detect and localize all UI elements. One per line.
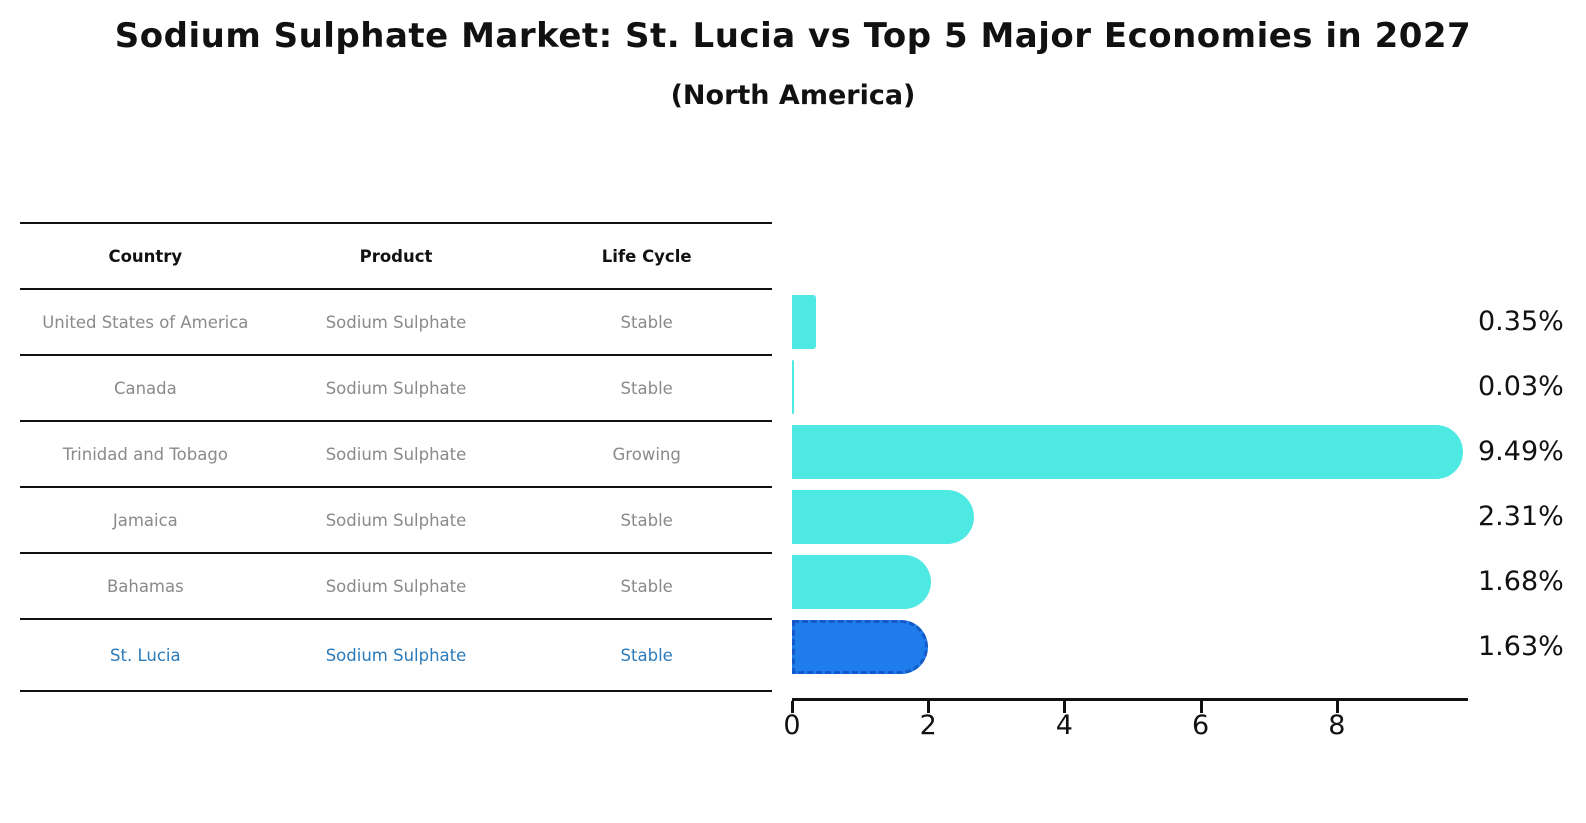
bar-value-label: 9.49% xyxy=(1478,436,1564,467)
data-table: Country Product Life Cycle United States… xyxy=(20,222,772,692)
x-axis-tick-label: 0 xyxy=(783,710,801,741)
chart-title: Sodium Sulphate Market: St. Lucia vs Top… xyxy=(114,16,1472,56)
cell-lifecycle: Stable xyxy=(620,510,673,530)
cell-product: Sodium Sulphate xyxy=(325,444,467,464)
x-axis-tick xyxy=(927,701,931,713)
bar-value-label: 0.35% xyxy=(1478,306,1564,337)
cell-country: Trinidad and Tobago xyxy=(62,444,228,464)
bar xyxy=(792,490,975,544)
table-row: United States of America Sodium Sulphate… xyxy=(20,290,772,356)
bar xyxy=(792,360,795,414)
cell-lifecycle: Stable xyxy=(620,378,673,398)
x-axis-tick-label: 4 xyxy=(1055,710,1073,741)
bar-value-label: 1.63% xyxy=(1478,631,1564,662)
table-row-highlighted: St. Lucia Sodium Sulphate Stable xyxy=(20,620,772,692)
x-axis-tick xyxy=(1335,701,1339,713)
cell-lifecycle: Stable xyxy=(620,576,673,596)
bar-value-label: 2.31% xyxy=(1478,501,1564,532)
x-axis-tick xyxy=(1063,701,1067,713)
table-row: Canada Sodium Sulphate Stable xyxy=(20,356,772,422)
cell-country: Canada xyxy=(113,378,177,398)
cell-lifecycle: Stable xyxy=(620,312,673,332)
bar xyxy=(792,295,816,349)
x-axis-tick-label: 6 xyxy=(1192,710,1210,741)
column-header-product: Product xyxy=(359,246,433,266)
cell-product: Sodium Sulphate xyxy=(325,645,467,665)
x-axis-tick-label: 8 xyxy=(1328,710,1346,741)
cell-country: United States of America xyxy=(42,312,249,332)
cell-lifecycle: Stable xyxy=(620,645,673,665)
bar xyxy=(792,555,932,609)
x-axis-tick xyxy=(791,701,794,713)
table-row: Bahamas Sodium Sulphate Stable xyxy=(20,554,772,620)
table-header-row: Country Product Life Cycle xyxy=(20,224,772,290)
x-axis-tick-label: 2 xyxy=(919,710,937,741)
bar-value-label: 0.03% xyxy=(1478,371,1564,402)
cell-country: Bahamas xyxy=(106,576,184,596)
bar xyxy=(792,425,1464,479)
cell-product: Sodium Sulphate xyxy=(325,312,467,332)
cell-country: St. Lucia xyxy=(110,645,181,665)
table-row: Jamaica Sodium Sulphate Stable xyxy=(20,488,772,554)
bar-highlighted xyxy=(792,620,928,674)
table-row: Trinidad and Tobago Sodium Sulphate Grow… xyxy=(20,422,772,488)
cell-product: Sodium Sulphate xyxy=(325,378,467,398)
bar-value-label: 1.68% xyxy=(1478,566,1564,597)
cell-product: Sodium Sulphate xyxy=(325,576,467,596)
cell-country: Jamaica xyxy=(112,510,178,530)
chart-subtitle: (North America) xyxy=(670,80,916,111)
cell-product: Sodium Sulphate xyxy=(325,510,467,530)
x-axis-line xyxy=(792,698,1468,701)
x-axis-tick xyxy=(1199,701,1203,713)
column-header-country: Country xyxy=(108,246,183,266)
cell-lifecycle: Growing xyxy=(612,444,681,464)
column-header-lifecycle: Life Cycle xyxy=(601,246,692,266)
